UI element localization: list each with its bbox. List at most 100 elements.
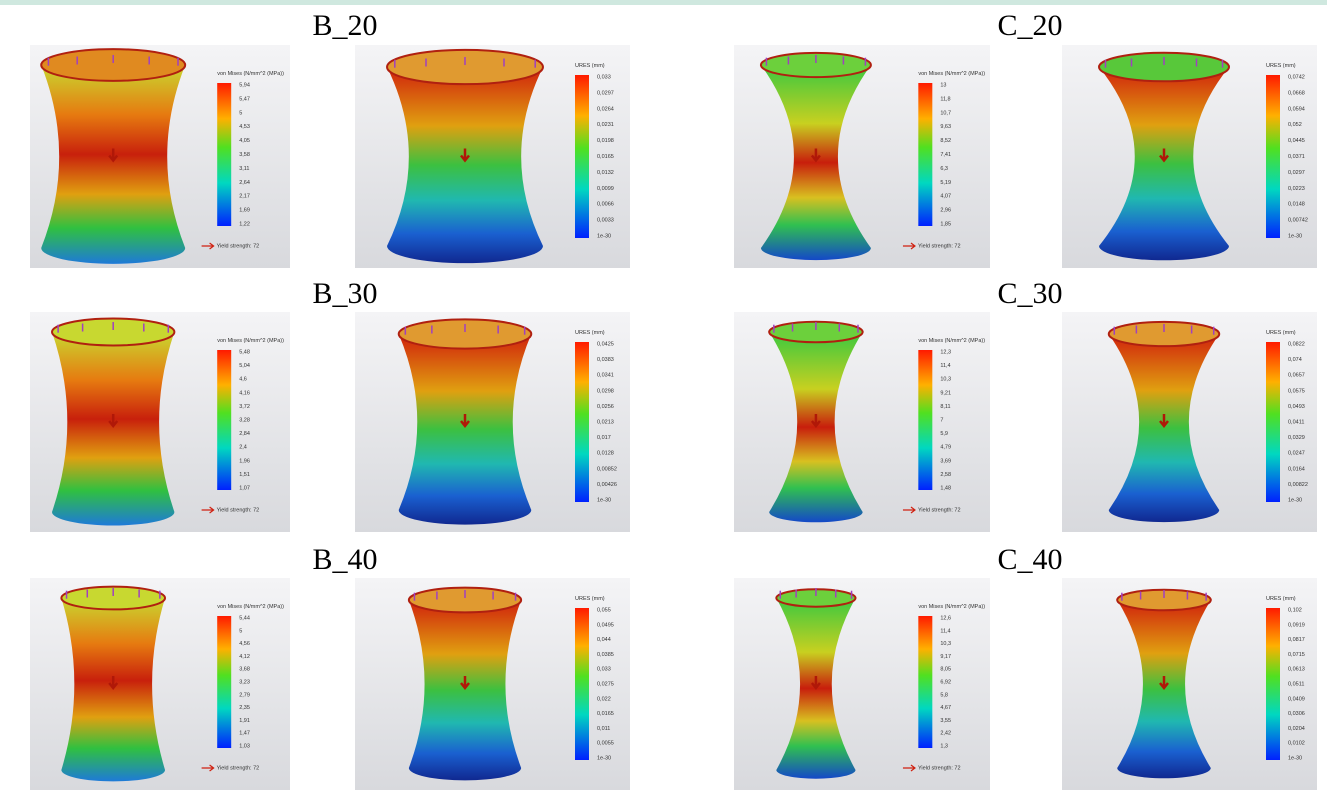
legend-value: 7 bbox=[940, 417, 943, 423]
legend-value: 3,69 bbox=[940, 458, 951, 464]
legend-bar bbox=[918, 350, 932, 490]
legend-value: 0,0102 bbox=[1288, 741, 1305, 747]
legend-value: 3,72 bbox=[239, 404, 250, 410]
panel-label: C_30 bbox=[997, 277, 1062, 310]
legend-title: von Mises (N/mm^2 (MPa)) bbox=[217, 604, 284, 610]
legend-value: 5,47 bbox=[239, 96, 250, 102]
legend-value: 5,19 bbox=[940, 180, 951, 186]
legend-value: 0,0306 bbox=[1288, 711, 1305, 717]
legend-value: 1,51 bbox=[239, 472, 250, 478]
legend-value: 3,68 bbox=[239, 667, 250, 673]
legend-value: 11,8 bbox=[940, 96, 950, 102]
legend-value: 0,055 bbox=[597, 607, 611, 613]
legend-value: 0,074 bbox=[1288, 357, 1302, 363]
legend-value: 12,3 bbox=[940, 349, 951, 355]
legend-value: 6,3 bbox=[940, 166, 948, 172]
legend-value: 0,0445 bbox=[1288, 138, 1305, 144]
legend-value: 7,41 bbox=[940, 152, 951, 158]
legend-value: 5,94 bbox=[239, 82, 250, 88]
legend-value: 11,4 bbox=[940, 363, 950, 369]
legend-value: 0,0256 bbox=[597, 404, 614, 410]
legend-value: 9,63 bbox=[940, 124, 951, 130]
legend-value: 0,0371 bbox=[1288, 154, 1305, 160]
legend-value: 0,0297 bbox=[1288, 170, 1305, 176]
legend-value: 2,17 bbox=[239, 194, 250, 200]
legend-value: 4,56 bbox=[239, 641, 250, 647]
legend-value: 0,0495 bbox=[597, 622, 614, 628]
stress-image: von Mises (N/mm^2 (MPa))12,311,410,39,21… bbox=[734, 312, 990, 532]
legend-value: 5,04 bbox=[239, 363, 250, 369]
legend-value: 0,0099 bbox=[597, 186, 614, 192]
legend-value: 5 bbox=[239, 110, 242, 116]
legend-value: 0,0128 bbox=[597, 451, 614, 457]
legend-value: 11,4 bbox=[940, 628, 950, 634]
legend-value: 4,53 bbox=[239, 124, 250, 130]
legend-value: 0,0247 bbox=[1288, 451, 1305, 457]
legend-value: 13 bbox=[940, 82, 946, 88]
legend-title: von Mises (N/mm^2 (MPa)) bbox=[918, 338, 985, 344]
stress-image: von Mises (N/mm^2 (MPa))5,945,4754,534,0… bbox=[30, 45, 290, 268]
legend-value: 0,00852 bbox=[597, 466, 617, 472]
yield-label: Yield strength: 72 bbox=[217, 507, 260, 513]
legend-value: 0,00742 bbox=[1288, 218, 1308, 224]
legend-value: 5,8 bbox=[940, 692, 948, 698]
legend-value: 0,052 bbox=[1288, 122, 1302, 128]
legend-value: 0,00822 bbox=[1288, 482, 1308, 488]
legend-value: 0,0329 bbox=[1288, 435, 1305, 441]
legend-value: 9,21 bbox=[940, 390, 951, 396]
legend-value: 0,0613 bbox=[1288, 667, 1305, 673]
legend-bar bbox=[918, 616, 932, 748]
legend-value: 0,0409 bbox=[1288, 696, 1305, 702]
legend-value: 1,85 bbox=[940, 221, 951, 227]
legend-value: 0,022 bbox=[597, 696, 611, 702]
legend-value: 1,3 bbox=[940, 743, 948, 749]
legend-value: 1e-30 bbox=[597, 497, 611, 503]
legend-value: 0,033 bbox=[597, 667, 611, 673]
legend-value: 0,017 bbox=[597, 435, 611, 441]
displacement-image: URES (mm)0,08220,0740,06570,05750,04930,… bbox=[1062, 312, 1317, 532]
cylinder-body bbox=[41, 65, 185, 264]
legend-value: 0,0341 bbox=[597, 373, 614, 379]
legend-title: URES (mm) bbox=[575, 63, 605, 69]
legend-value: 3,58 bbox=[239, 152, 250, 158]
legend-value: 1,22 bbox=[239, 221, 250, 227]
legend-value: 2,64 bbox=[239, 180, 250, 186]
legend-title: URES (mm) bbox=[575, 330, 605, 336]
legend-value: 5,44 bbox=[239, 615, 250, 621]
legend-value: 0,0165 bbox=[597, 711, 614, 717]
yield-label: Yield strength: 72 bbox=[918, 507, 961, 513]
legend-bar bbox=[575, 342, 589, 502]
legend-value: 4,12 bbox=[239, 654, 250, 660]
legend-value: 12,6 bbox=[940, 615, 951, 621]
legend-value: 0,044 bbox=[597, 637, 611, 643]
displacement-image: URES (mm)0,07420,06680,05940,0520,04450,… bbox=[1062, 45, 1317, 268]
legend-value: 0,0425 bbox=[597, 341, 614, 347]
legend-title: URES (mm) bbox=[575, 596, 605, 602]
stress-image: von Mises (N/mm^2 (MPa))1311,810,79,638,… bbox=[734, 45, 990, 268]
legend-value: 0,0264 bbox=[597, 106, 614, 112]
legend-value: 0,0066 bbox=[597, 202, 614, 208]
stress-image: von Mises (N/mm^2 (MPa))5,4454,564,123,6… bbox=[30, 578, 290, 790]
displacement-image: URES (mm)0,04250,03830,03410,02980,02560… bbox=[355, 312, 630, 532]
yield-label: Yield strength: 72 bbox=[217, 765, 260, 771]
cylinder-body bbox=[52, 332, 174, 525]
cylinder-top bbox=[387, 50, 543, 84]
legend-bar bbox=[217, 616, 231, 748]
legend-value: 4,07 bbox=[940, 194, 951, 200]
legend-value: 0,0298 bbox=[597, 388, 614, 394]
legend-value: 4,79 bbox=[940, 445, 951, 451]
legend-title: URES (mm) bbox=[1266, 330, 1296, 336]
legend-value: 0,102 bbox=[1288, 607, 1302, 613]
legend-value: 10,3 bbox=[940, 641, 951, 647]
legend-value: 1,03 bbox=[239, 743, 250, 749]
cylinder-body bbox=[409, 600, 521, 780]
panel-label: B_30 bbox=[312, 277, 377, 310]
legend-value: 4,67 bbox=[940, 705, 951, 711]
top-band bbox=[0, 0, 1327, 5]
legend-value: 0,0164 bbox=[1288, 466, 1305, 472]
legend-title: von Mises (N/mm^2 (MPa)) bbox=[918, 71, 985, 77]
legend-value: 2,35 bbox=[239, 705, 250, 711]
legend-value: 0,033 bbox=[597, 74, 611, 80]
legend-value: 0,0822 bbox=[1288, 341, 1305, 347]
cylinder-top bbox=[1099, 53, 1229, 82]
